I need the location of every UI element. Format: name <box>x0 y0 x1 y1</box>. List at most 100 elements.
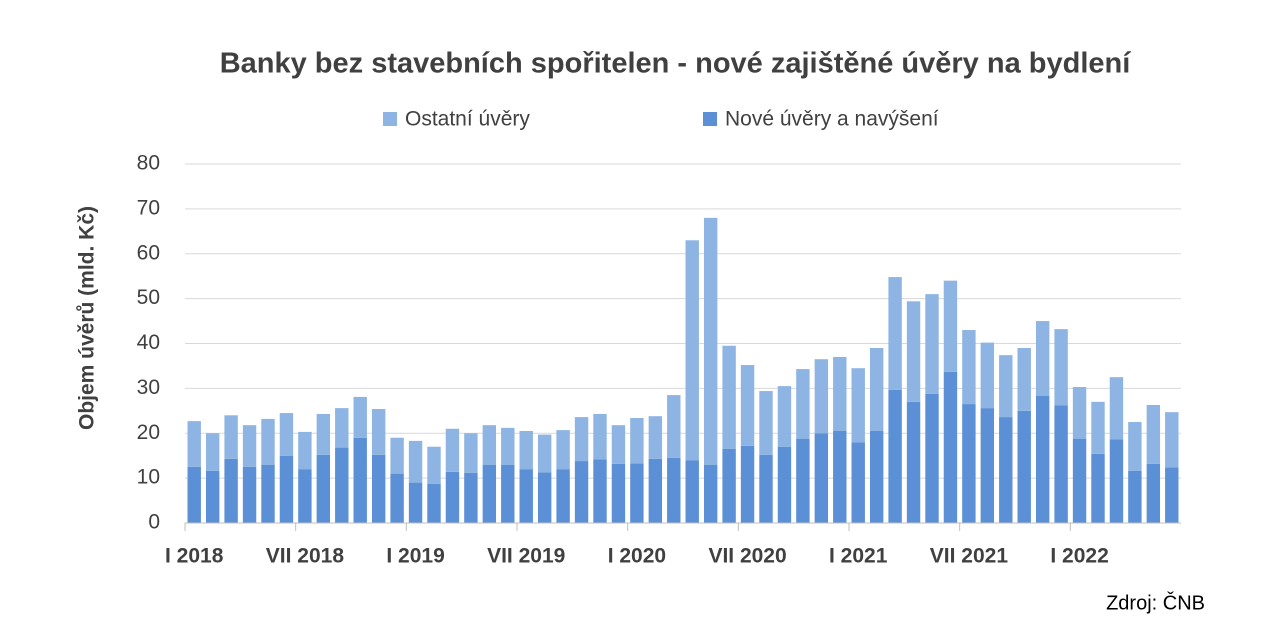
bar-segment <box>335 447 349 523</box>
x-tick-label: VII 2019 <box>487 545 565 568</box>
bar-segment <box>851 442 865 523</box>
bar-segment <box>740 365 755 446</box>
bar-segment <box>943 280 958 372</box>
bar-segment <box>224 415 238 459</box>
bar-segment <box>1165 467 1179 523</box>
bar-segment <box>906 301 921 402</box>
bar-segment <box>1109 377 1124 440</box>
y-tick-label: 0 <box>148 511 160 534</box>
bar-segment <box>1072 387 1087 439</box>
bar-segment <box>335 408 349 448</box>
y-tick-label: 30 <box>137 376 160 399</box>
legend-swatch <box>383 112 397 126</box>
bar-segment <box>316 454 331 523</box>
x-tick-label: I 2022 <box>1050 545 1108 568</box>
x-tick-label: I 2018 <box>165 545 224 568</box>
bar-segment <box>427 446 441 484</box>
bar-segment <box>445 471 460 523</box>
legend-label: Nové úvěry a navýšení <box>725 108 939 131</box>
bar-segment <box>464 472 478 523</box>
y-tick-label: 40 <box>137 331 160 354</box>
bar-segment <box>1146 463 1161 523</box>
bar-segment <box>980 342 995 409</box>
bar-segment <box>962 330 976 405</box>
bar-segment <box>187 421 201 467</box>
bar-segment <box>445 428 460 472</box>
bar-segment <box>371 454 386 523</box>
x-tick-label: I 2020 <box>608 545 666 568</box>
bar-segment <box>1165 412 1179 468</box>
bar-segment <box>187 466 201 523</box>
bar-segment <box>205 470 220 523</box>
bar-segment <box>1017 410 1031 523</box>
bar-segment <box>999 355 1013 418</box>
bar-segment <box>371 409 386 455</box>
bar-segment <box>869 347 884 432</box>
bar-segment <box>630 463 644 523</box>
bar-segment <box>962 404 976 523</box>
bar-segment <box>519 469 533 523</box>
y-tick-label: 50 <box>137 286 160 309</box>
bar-segment <box>537 472 552 523</box>
bar-segment <box>261 464 275 523</box>
x-tick-label: I 2019 <box>386 545 444 568</box>
bar-segment <box>279 413 294 456</box>
bar-segment <box>685 240 699 461</box>
bar-segment <box>648 458 663 523</box>
y-tick-label: 20 <box>137 421 160 444</box>
bar-segment <box>925 294 939 394</box>
bar-segment <box>851 368 865 443</box>
bar-segment <box>261 418 275 465</box>
bar-segment <box>722 345 736 449</box>
bar-segment <box>1128 470 1142 523</box>
source: Zdroj: ČNB <box>1106 591 1205 614</box>
bar-segment <box>1091 401 1105 454</box>
bar-segment <box>999 417 1013 523</box>
bar-segment <box>667 457 681 523</box>
y-tick-label: 70 <box>137 196 160 219</box>
bar-segment <box>298 469 312 523</box>
bar-segment <box>501 427 515 465</box>
bar-segment <box>464 433 478 473</box>
bar-segment <box>796 438 810 523</box>
x-tick-label: VII 2018 <box>266 545 345 568</box>
bar-segment <box>224 458 238 523</box>
bar-segment <box>242 425 257 467</box>
bar-segment <box>1035 396 1050 523</box>
bar-segment <box>408 482 423 523</box>
y-tick-label: 10 <box>137 466 160 489</box>
bar-segment <box>1017 347 1031 411</box>
bar-segment <box>556 469 570 523</box>
bar-segment <box>556 430 570 470</box>
bar-segment <box>888 389 902 523</box>
bar-segment <box>537 434 552 473</box>
bar-segment <box>833 431 847 523</box>
bar-segment <box>316 413 331 455</box>
bar-segment <box>1054 329 1068 406</box>
bar-segment <box>925 393 939 523</box>
bar-segment <box>593 413 607 460</box>
bar-segment <box>888 277 902 390</box>
bar-segment <box>703 464 718 523</box>
bar-segment <box>205 433 220 471</box>
bar-segment <box>390 437 404 474</box>
y-tick-label: 80 <box>137 152 160 175</box>
bar-segment <box>353 437 367 523</box>
bar-segment <box>353 396 367 438</box>
bar-segment <box>1128 422 1142 471</box>
y-axis-label: Objem úvěrů (mld. Kč) <box>76 206 99 430</box>
bar-segment <box>667 395 681 458</box>
bar-segment <box>777 446 792 523</box>
bar-segment <box>298 431 312 470</box>
bar-segment <box>574 417 589 462</box>
bar-segment <box>833 356 847 432</box>
bar-segment <box>1054 405 1068 523</box>
bar-segment <box>759 391 773 455</box>
bar-segment <box>482 464 497 523</box>
bar-segment <box>814 359 829 434</box>
bar-segment <box>906 401 921 523</box>
bar-segment <box>1146 404 1161 464</box>
bar-segment <box>685 460 699 523</box>
bar-segment <box>869 431 884 523</box>
x-tick-label: VII 2020 <box>708 545 786 568</box>
